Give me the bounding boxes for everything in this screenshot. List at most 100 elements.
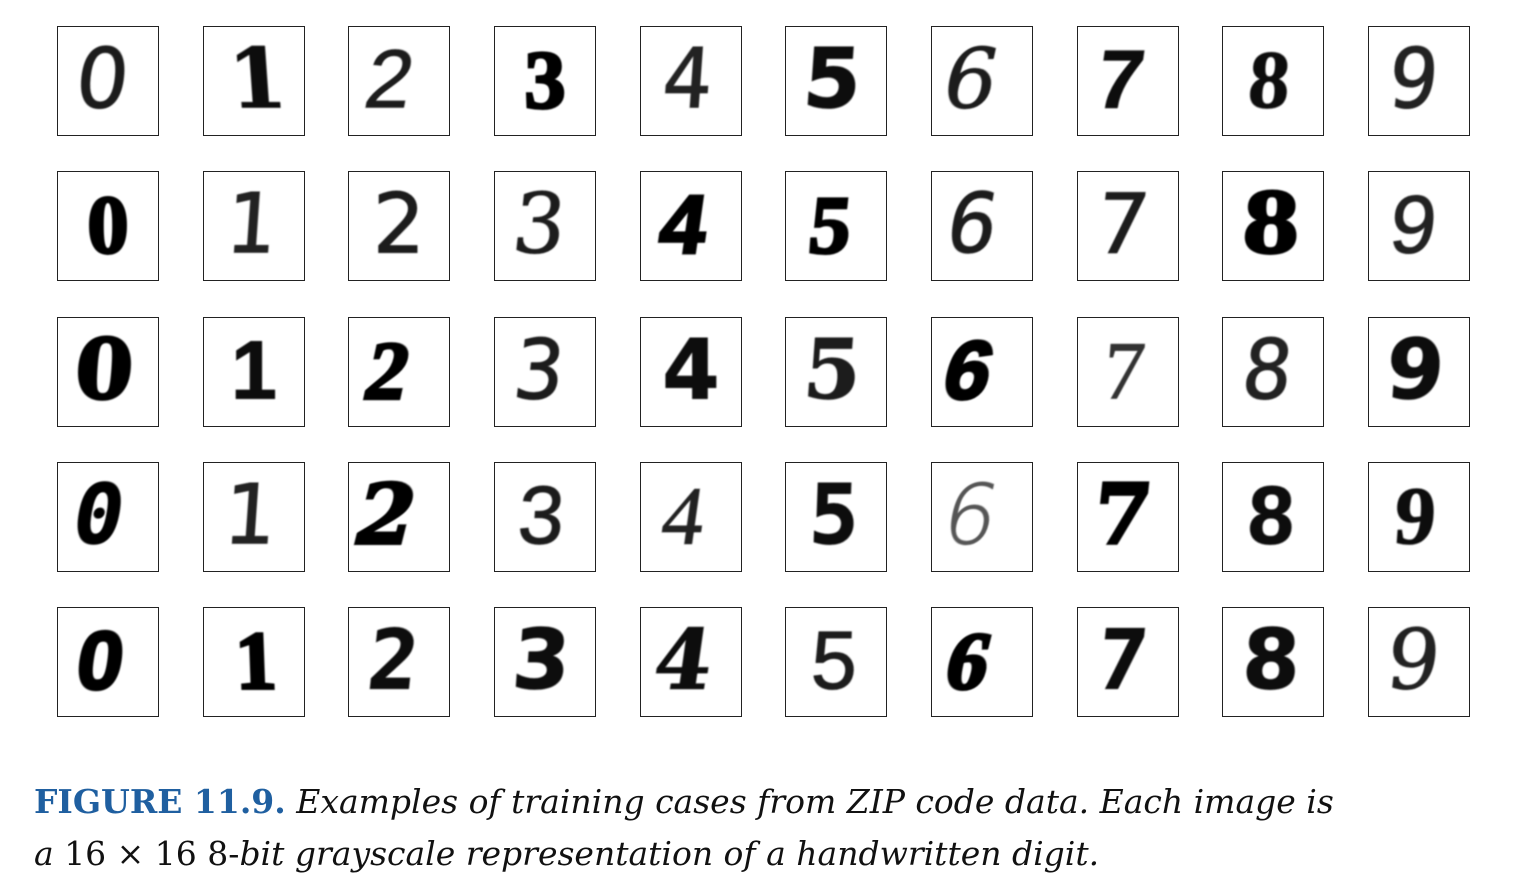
digit-glyph: 7 <box>1093 612 1153 709</box>
digit-glyph: 1 <box>234 615 278 707</box>
digit-glyph: 0 <box>71 614 130 707</box>
handwritten-digit-image: 2 <box>356 325 420 419</box>
handwritten-digit-image: 7 <box>1092 611 1153 709</box>
digit-glyph: 3 <box>509 613 573 709</box>
digit-glyph: 5 <box>800 322 864 419</box>
handwritten-digit-image: 2 <box>358 33 421 126</box>
digit-image-cell: 9 <box>1368 462 1470 572</box>
handwritten-digit-image: 3 <box>509 612 574 709</box>
digit-image-cell: 8 <box>1222 607 1324 717</box>
digit-glyph: 6 <box>939 176 1006 272</box>
caption-line-2b: 16 × 16 8- <box>64 834 240 873</box>
digit-glyph: 3 <box>524 35 565 126</box>
digit-glyph: 2 <box>373 177 425 273</box>
figure-label: FIGURE 11.9. <box>34 782 286 821</box>
digit-glyph: 8 <box>1241 177 1302 273</box>
digit-glyph: 0 <box>72 322 136 419</box>
handwritten-digit-image: 6 <box>939 176 1007 273</box>
digit-glyph: 9 <box>1383 323 1447 419</box>
handwritten-digit-image: 4 <box>653 176 715 271</box>
handwritten-digit-image: 2 <box>363 611 424 709</box>
digit-glyph: 4 <box>648 611 719 709</box>
digit-image-cell: 6 <box>931 317 1033 427</box>
digit-image-cell: 7 <box>1077 26 1179 136</box>
digit-image-cell: 4 <box>640 607 742 717</box>
digit-glyph: 3 <box>515 470 567 562</box>
digit-glyph: 9 <box>1386 178 1442 271</box>
digit-glyph: 4 <box>659 32 715 128</box>
handwritten-digit-image: 0 <box>70 612 132 707</box>
digit-image-cell: 4 <box>640 171 742 281</box>
digit-image-cell: 4 <box>640 26 742 136</box>
digit-image-cell: 6 <box>931 462 1033 572</box>
digit-image-cell: 9 <box>1368 26 1470 136</box>
handwritten-digit-image: 2 <box>372 176 425 273</box>
digit-image-cell: 8 <box>1222 462 1324 572</box>
digit-image-cell: 6 <box>931 26 1033 136</box>
digit-image-cell: 0 <box>57 171 159 281</box>
digit-glyph: 8 <box>1241 613 1302 709</box>
digit-image-cell: 2 <box>348 26 450 136</box>
digit-image-cell: 5 <box>785 462 887 572</box>
digit-glyph: 8 <box>1238 322 1298 419</box>
handwritten-digit-image: 6 <box>934 467 1008 564</box>
digit-image-cell: 2 <box>348 171 450 281</box>
digit-image-cell: 5 <box>785 607 887 717</box>
handwritten-digit-image: 6 <box>934 31 1008 128</box>
handwritten-digit-image: 9 <box>1385 177 1442 271</box>
digit-glyph: 1 <box>222 177 278 273</box>
digit-image-cell: 6 <box>931 607 1033 717</box>
handwritten-digit-image: 5 <box>800 31 865 128</box>
handwritten-digit-image: 5 <box>800 321 865 419</box>
handwritten-digit-image: 1 <box>225 30 290 128</box>
digit-image-cell: 9 <box>1368 171 1470 281</box>
digit-glyph: 8 <box>1245 34 1293 126</box>
handwritten-digit-image: 5 <box>807 467 861 564</box>
digit-image-cell: 7 <box>1077 171 1179 281</box>
digit-glyph: 4 <box>657 470 711 562</box>
digit-image-cell: 5 <box>785 26 887 136</box>
handwritten-digit-image: 1 <box>231 324 278 417</box>
digit-glyph: 7 <box>1100 325 1148 417</box>
handwritten-digit-image: 6 <box>935 614 1002 709</box>
digit-image-cell: 1 <box>203 26 305 136</box>
digit-glyph: 3 <box>508 176 571 273</box>
handwritten-digit-image: 8 <box>1239 175 1303 274</box>
handwritten-digit-image: 3 <box>509 321 570 419</box>
handwritten-digit-image: 7 <box>1100 324 1149 417</box>
digit-glyph: 2 <box>364 612 424 709</box>
handwritten-digit-image: 3 <box>508 175 572 273</box>
digit-image-cell: 9 <box>1368 607 1470 717</box>
digit-glyph: 5 <box>810 615 859 707</box>
digit-image-cell: 3 <box>494 607 596 717</box>
digit-glyph: 4 <box>662 323 719 419</box>
digit-image-cell: 8 <box>1222 317 1324 427</box>
handwritten-digit-image: 7 <box>1087 464 1158 565</box>
handwritten-digit-image: 3 <box>523 33 567 127</box>
digit-image-cell: 6 <box>931 171 1033 281</box>
digit-image-cell: 0 <box>57 607 159 717</box>
caption-line-2a: a <box>34 834 54 873</box>
digit-image-cell: 1 <box>203 462 305 572</box>
digit-glyph: 5 <box>805 179 856 271</box>
handwritten-digit-image: 1 <box>220 467 280 564</box>
handwritten-digit-image: 8 <box>1240 612 1302 709</box>
digit-image-cell: 3 <box>494 171 596 281</box>
handwritten-digit-image: 0 <box>71 30 135 128</box>
digit-glyph: 0 <box>65 467 132 563</box>
handwritten-digit-image: 5 <box>804 177 858 272</box>
handwritten-digit-image: 7 <box>1091 32 1151 126</box>
digit-image-cell: 2 <box>348 607 450 717</box>
digit-glyph: 7 <box>1091 33 1150 126</box>
handwritten-digit-image: 0 <box>86 178 130 272</box>
digit-image-cell: 0 <box>57 462 159 572</box>
digit-image-cell: 1 <box>203 171 305 281</box>
figure-caption: FIGURE 11.9. Examples of training cases … <box>34 776 1494 880</box>
digit-glyph: 5 <box>800 32 864 128</box>
digit-glyph: 2 <box>357 326 418 417</box>
digit-image-cell: 8 <box>1222 171 1324 281</box>
handwritten-digit-image: 4 <box>656 469 711 562</box>
digit-glyph: 3 <box>510 322 570 419</box>
digit-image-cell: 3 <box>494 26 596 136</box>
digit-image-cell: 1 <box>203 607 305 717</box>
